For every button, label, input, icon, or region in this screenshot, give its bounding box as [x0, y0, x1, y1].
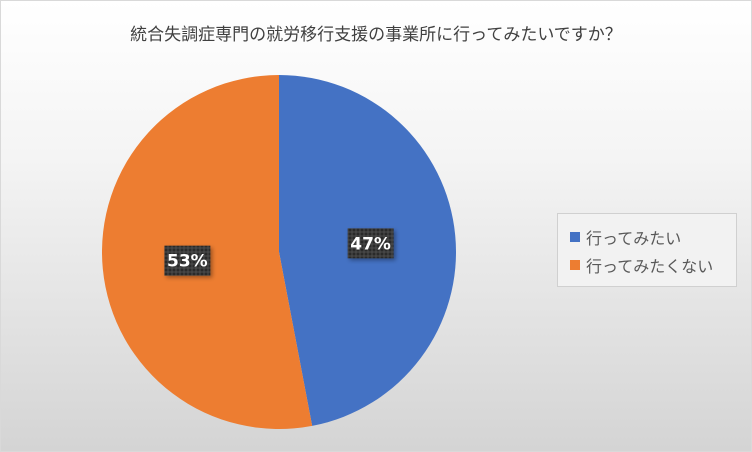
chart-title: 統合失調症専門の就労移行支援の事業所に行ってみたいですか？ [130, 25, 622, 45]
data-label-1: 53% [164, 245, 211, 276]
legend-swatch-1 [570, 260, 580, 270]
legend-label: 行ってみたくない [586, 257, 714, 276]
legend: 行ってみたい 行ってみたくない [557, 213, 737, 287]
legend-swatch-0 [570, 232, 580, 242]
legend-item: 行ってみたい [570, 223, 736, 251]
data-label-0: 47% [347, 228, 394, 259]
data-label-box [347, 228, 394, 259]
data-label-text: 47% [350, 234, 391, 254]
legend-item: 行ってみたくない [570, 251, 736, 279]
data-label-box [164, 245, 211, 276]
legend-label: 行ってみたい [586, 229, 682, 248]
data-label-text: 53% [167, 252, 208, 272]
